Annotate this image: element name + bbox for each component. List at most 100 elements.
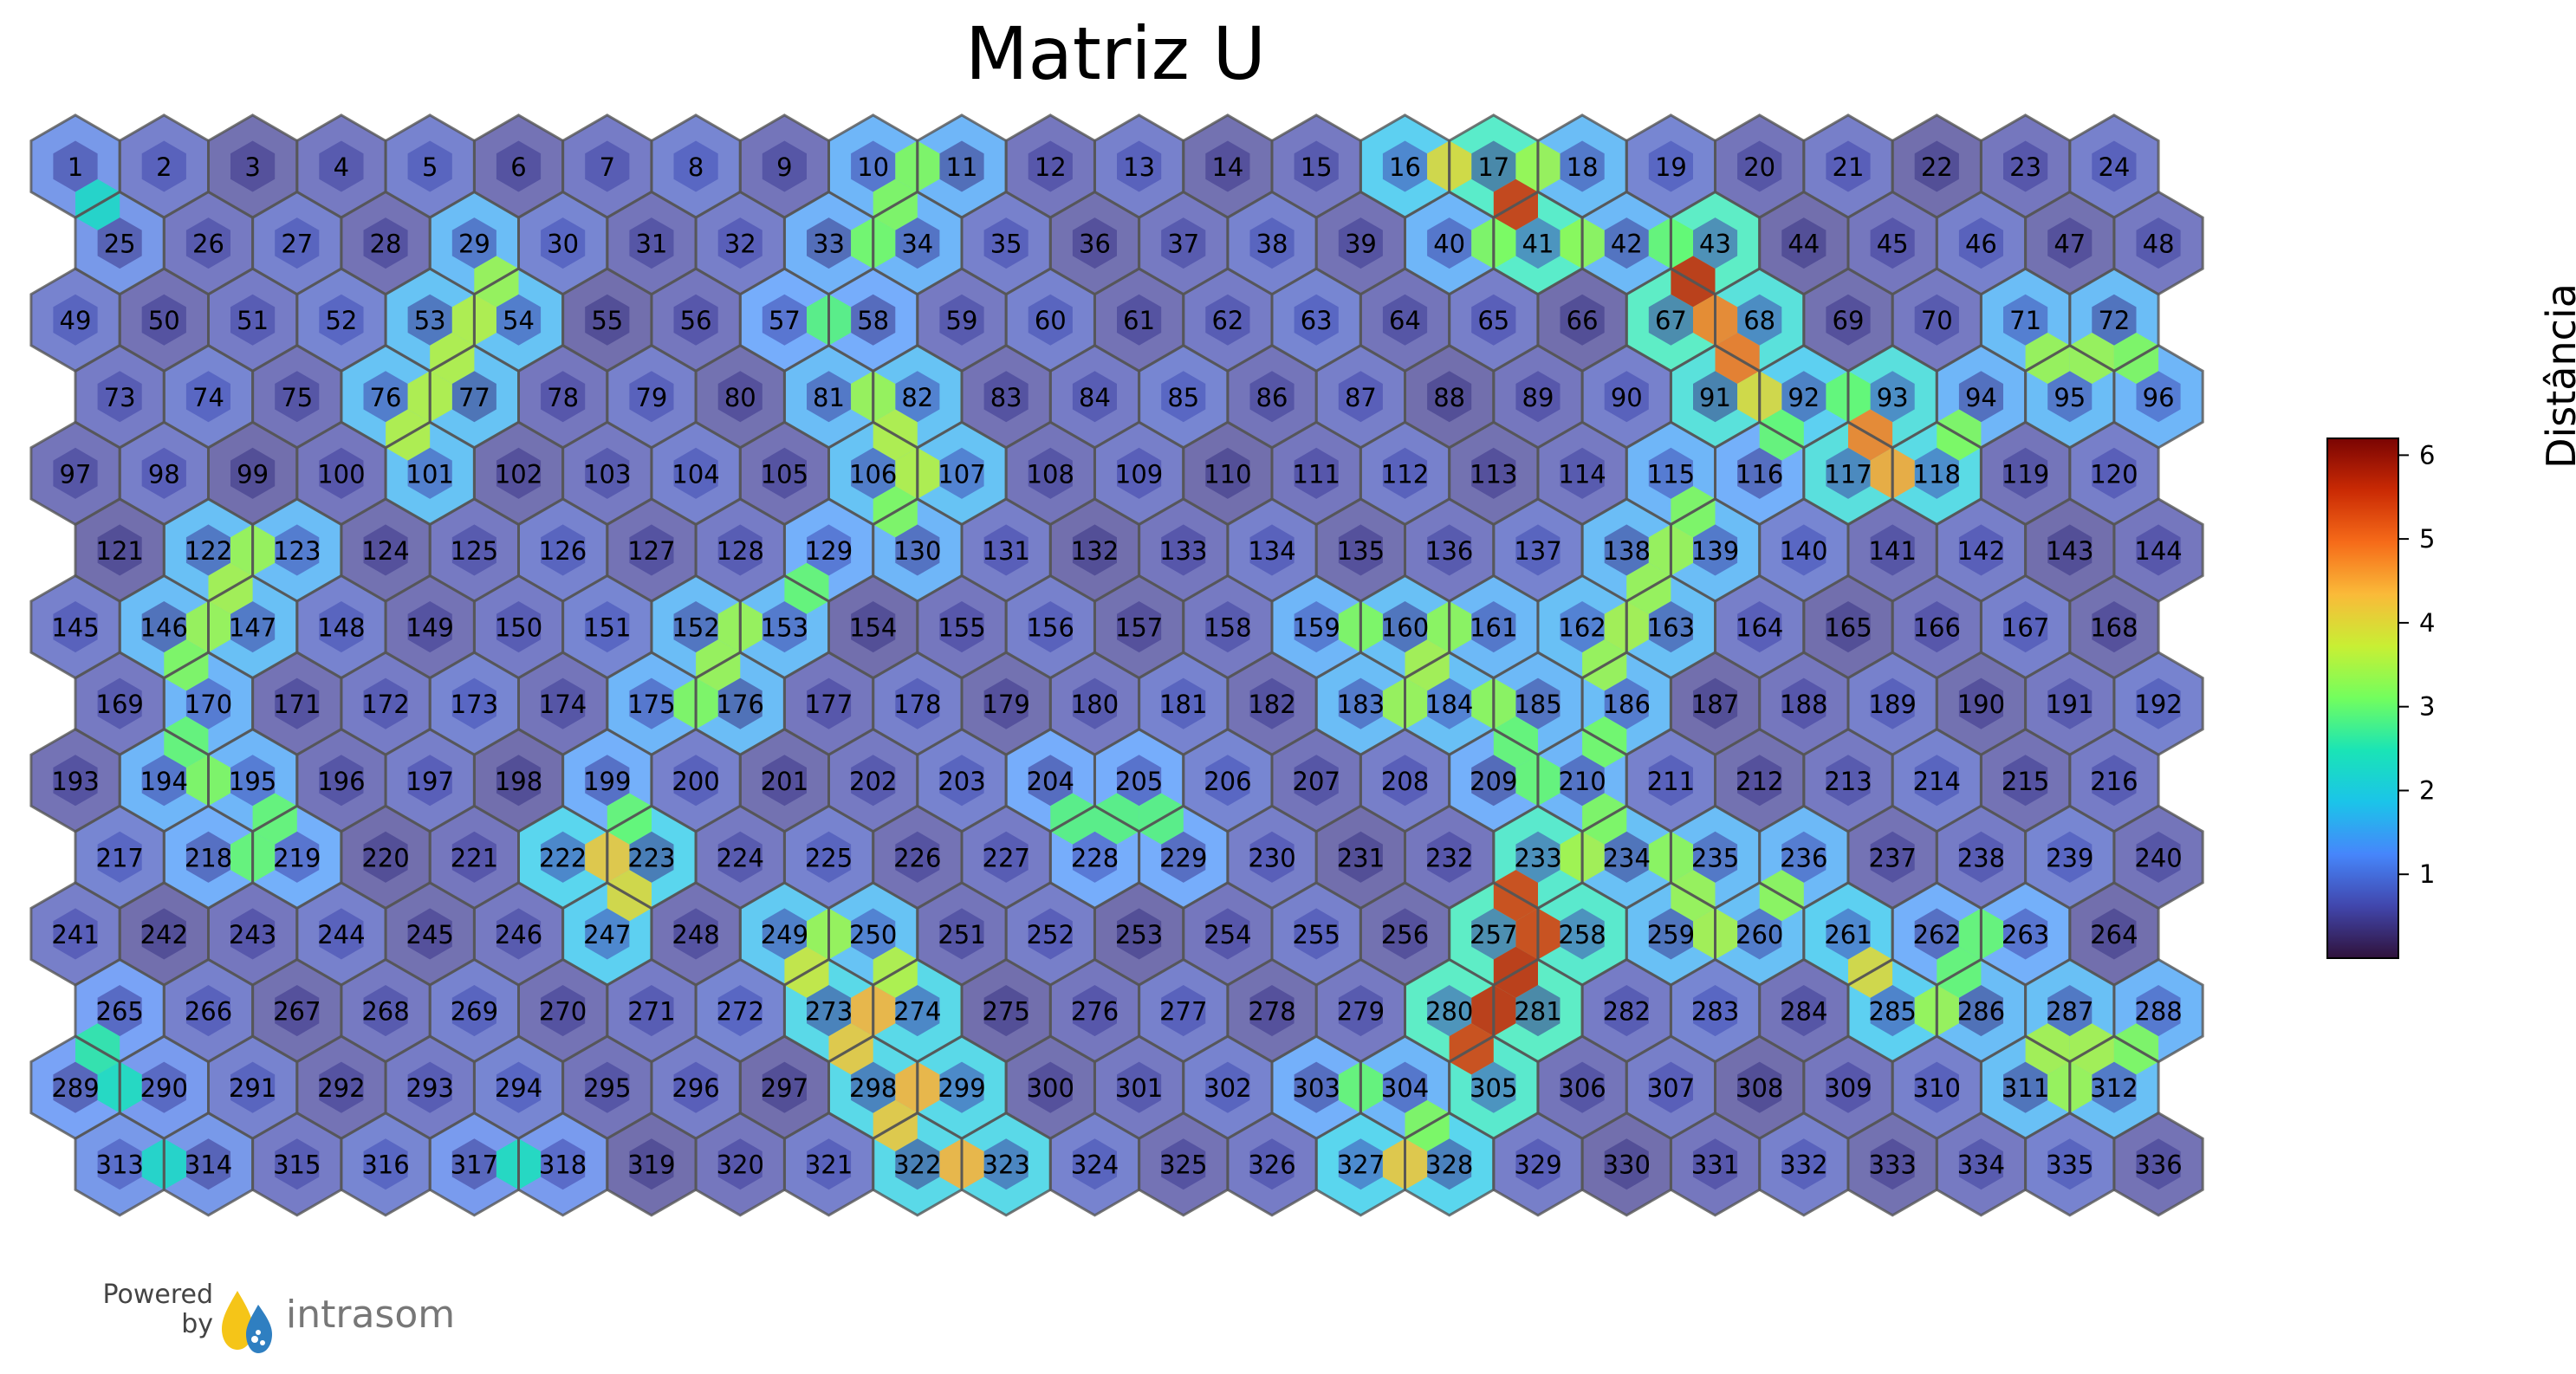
hex-cell-core bbox=[939, 601, 984, 653]
node-label: 217 bbox=[96, 843, 144, 872]
node-label: 242 bbox=[140, 920, 188, 949]
node-label: 33 bbox=[813, 230, 845, 259]
node-label: 303 bbox=[1293, 1073, 1340, 1103]
hex-cell-core bbox=[895, 371, 940, 423]
hex-cell-core bbox=[1382, 140, 1428, 192]
hex-cell-core bbox=[807, 985, 852, 1037]
hex-cell-core bbox=[141, 755, 186, 807]
node-label: 320 bbox=[717, 1150, 764, 1180]
hex-cell-core bbox=[1294, 1061, 1339, 1113]
node-label: 200 bbox=[672, 767, 719, 796]
hex-cell-core bbox=[807, 524, 852, 576]
hex-cell-core bbox=[451, 677, 496, 729]
node-label: 294 bbox=[495, 1073, 542, 1103]
hex-cell-core bbox=[1028, 755, 1073, 807]
hex-cell-core bbox=[1648, 1061, 1693, 1113]
node-label: 245 bbox=[406, 920, 454, 949]
hex-cell-core bbox=[1604, 985, 1649, 1037]
node-label: 317 bbox=[451, 1150, 498, 1180]
node-label: 211 bbox=[1647, 767, 1695, 796]
node-label: 254 bbox=[1204, 920, 1251, 949]
node-label: 130 bbox=[893, 536, 941, 566]
node-label: 199 bbox=[583, 767, 631, 796]
hex-cell-core bbox=[1382, 601, 1428, 653]
hex-cell-core bbox=[1914, 294, 1959, 346]
hex-cell-core bbox=[2136, 985, 2181, 1037]
hex-cell-core bbox=[1826, 140, 1871, 192]
node-label: 235 bbox=[1691, 843, 1739, 872]
node-label: 276 bbox=[1071, 997, 1119, 1027]
node-label: 78 bbox=[547, 383, 579, 412]
node-label: 141 bbox=[1869, 536, 1917, 566]
hex-cell-core bbox=[1427, 217, 1472, 269]
node-label: 175 bbox=[627, 690, 675, 719]
hex-cell-core bbox=[762, 1061, 807, 1113]
node-label: 250 bbox=[849, 920, 897, 949]
hex-cell-core bbox=[717, 371, 762, 423]
hex-cell-core bbox=[230, 447, 276, 499]
hex-cell-core bbox=[717, 831, 762, 883]
hex-cell-core bbox=[717, 1138, 762, 1190]
hex-cell-core bbox=[1648, 601, 1693, 653]
node-label: 284 bbox=[1780, 997, 1827, 1027]
node-label: 30 bbox=[547, 230, 579, 259]
hex-cell-core bbox=[1781, 985, 1827, 1037]
hex-cell-core bbox=[1914, 447, 1959, 499]
hex-cell-core bbox=[673, 1061, 718, 1113]
hex-cell-core bbox=[2047, 985, 2093, 1037]
node-label: 107 bbox=[938, 459, 985, 489]
hex-cell-core bbox=[451, 371, 496, 423]
node-label: 106 bbox=[849, 459, 897, 489]
node-label: 161 bbox=[1470, 613, 1517, 643]
hex-cell-core bbox=[275, 985, 320, 1037]
hex-cell-core bbox=[53, 140, 98, 192]
node-label: 292 bbox=[317, 1073, 365, 1103]
hex-cell-core bbox=[2003, 755, 2048, 807]
hex-cell-core bbox=[585, 140, 630, 192]
node-label: 271 bbox=[627, 997, 675, 1027]
node-label: 227 bbox=[983, 843, 1030, 872]
node-label: 257 bbox=[1470, 920, 1517, 949]
node-label: 188 bbox=[1780, 690, 1827, 719]
hex-cell-core bbox=[1205, 908, 1250, 960]
node-label: 119 bbox=[2002, 459, 2049, 489]
node-label: 263 bbox=[2002, 920, 2049, 949]
node-label: 238 bbox=[1957, 843, 2005, 872]
hex-cell-core bbox=[717, 677, 762, 729]
node-label: 40 bbox=[1433, 230, 1465, 259]
node-label: 197 bbox=[406, 767, 454, 796]
node-label: 230 bbox=[1248, 843, 1295, 872]
colorbar-ticks: 1 2 3 4 5 6 bbox=[2398, 440, 2435, 889]
node-label: 244 bbox=[317, 920, 365, 949]
by-label: by bbox=[181, 1309, 213, 1339]
node-label: 59 bbox=[946, 306, 978, 335]
node-label: 63 bbox=[1301, 306, 1333, 335]
hex-cell-core bbox=[629, 217, 674, 269]
hex-cell-core bbox=[1737, 447, 1782, 499]
colorbar-tick-label: 2 bbox=[2419, 776, 2435, 806]
node-label: 186 bbox=[1603, 690, 1651, 719]
hex-cell-core bbox=[141, 140, 186, 192]
node-label: 123 bbox=[273, 536, 321, 566]
node-label: 236 bbox=[1780, 843, 1827, 872]
node-label: 311 bbox=[2002, 1073, 2049, 1103]
hex-edge-hotspots bbox=[75, 140, 2159, 1190]
hex-cell-core bbox=[2136, 831, 2181, 883]
hex-cell-core bbox=[541, 831, 586, 883]
hex-cell-core bbox=[1826, 601, 1871, 653]
hex-cell-core bbox=[1294, 908, 1339, 960]
node-label: 336 bbox=[2134, 1150, 2182, 1180]
hex-cell-core bbox=[1826, 1061, 1871, 1113]
node-label: 69 bbox=[1833, 306, 1865, 335]
hex-cell-core bbox=[451, 217, 496, 269]
node-label: 196 bbox=[317, 767, 365, 796]
node-label: 108 bbox=[1027, 459, 1074, 489]
node-label: 146 bbox=[140, 613, 188, 643]
node-label: 264 bbox=[2090, 920, 2138, 949]
node-label: 147 bbox=[229, 613, 276, 643]
hex-cell-core bbox=[275, 217, 320, 269]
node-label: 286 bbox=[1957, 997, 2005, 1027]
hex-cell-core bbox=[141, 447, 186, 499]
node-label: 126 bbox=[539, 536, 587, 566]
hex-cell-core bbox=[451, 1138, 496, 1190]
